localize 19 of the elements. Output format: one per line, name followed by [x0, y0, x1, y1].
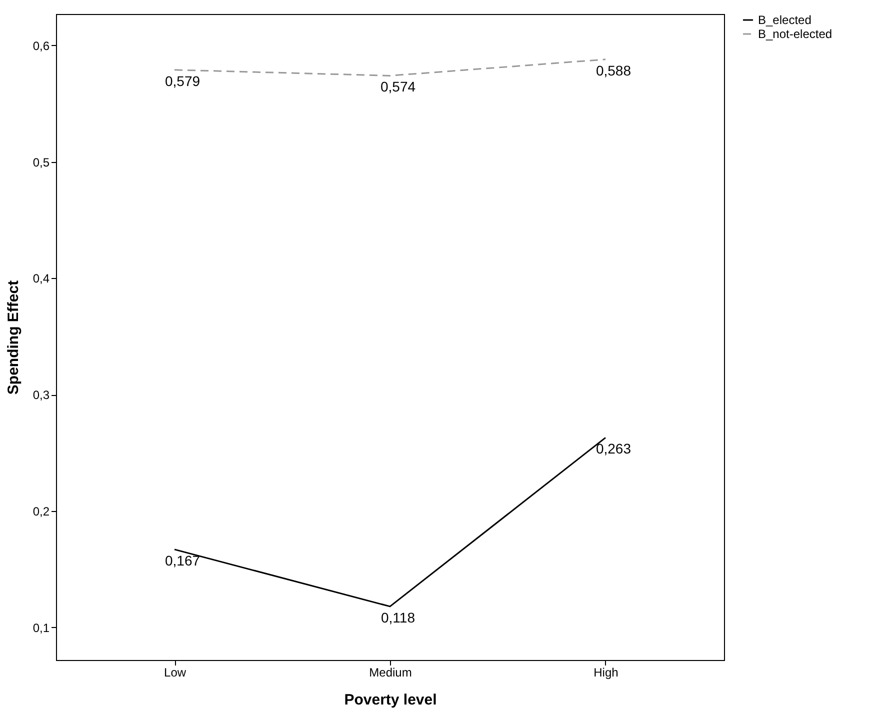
- y-tick-label: 0,6: [32, 38, 50, 53]
- data-label: 0,118: [381, 609, 416, 626]
- x-tick-label: Low: [164, 666, 186, 680]
- data-label: 0,574: [380, 78, 416, 95]
- data-label: 0,263: [596, 440, 632, 457]
- data-label: 0,588: [596, 62, 632, 78]
- legend-label: B_elected: [758, 13, 812, 27]
- y-tick-label: 0,4: [32, 272, 50, 286]
- y-tick-label: 0,3: [32, 388, 50, 402]
- data-label: 0,167: [164, 552, 200, 568]
- x-tick-label: High: [594, 666, 618, 680]
- legend-label: B_not-elected: [758, 27, 832, 41]
- y-tick-label: 0,5: [32, 155, 50, 170]
- y-tick-label: 0,2: [32, 504, 50, 519]
- y-axis-title: Spending Effect: [4, 280, 22, 395]
- x-tick-label: Medium: [369, 666, 412, 680]
- data-label: 0,579: [164, 72, 200, 89]
- y-tick-label: 0,1: [32, 620, 50, 635]
- x-axis-title: Poverty level: [344, 692, 437, 708]
